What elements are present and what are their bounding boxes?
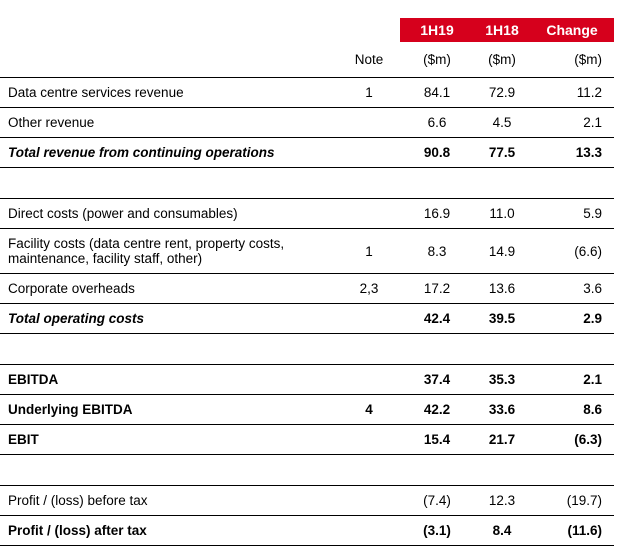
row-change: 3.6 bbox=[530, 273, 614, 304]
row-value-1h19: 8.3 bbox=[400, 228, 474, 274]
row-change: 5.9 bbox=[530, 198, 614, 229]
total-row: Total revenue from continuing operations… bbox=[0, 137, 614, 168]
total-row: Total operating costs 42.4 39.5 2.9 bbox=[0, 303, 614, 334]
row-note bbox=[338, 424, 400, 455]
row-value-1h18: 8.4 bbox=[474, 515, 530, 546]
row-change: (19.7) bbox=[530, 485, 614, 516]
unit-period2: ($m) bbox=[474, 42, 530, 78]
table-row: EBIT 15.4 21.7 (6.3) bbox=[0, 424, 614, 455]
row-value-1h18: 72.9 bbox=[474, 77, 530, 108]
row-value-1h19: 15.4 bbox=[400, 424, 474, 455]
unit-blank bbox=[0, 42, 338, 78]
row-change: (11.6) bbox=[530, 515, 614, 546]
row-label: Corporate overheads bbox=[0, 273, 338, 304]
change-header: Change bbox=[530, 18, 614, 42]
spacer-row bbox=[0, 454, 614, 486]
row-value-1h19: (7.4) bbox=[400, 485, 474, 516]
row-value-1h18: 4.5 bbox=[474, 107, 530, 138]
row-label: EBITDA bbox=[0, 364, 338, 395]
row-label: Profit / (loss) before tax bbox=[0, 485, 338, 516]
row-note bbox=[338, 198, 400, 229]
table-row: Direct costs (power and consumables) 16.… bbox=[0, 198, 614, 229]
note-header: Note bbox=[338, 42, 400, 78]
row-value-1h19: 6.6 bbox=[400, 107, 474, 138]
row-value-1h18: 33.6 bbox=[474, 394, 530, 425]
row-change: 2.9 bbox=[530, 303, 614, 334]
row-change: 2.1 bbox=[530, 364, 614, 395]
row-note bbox=[338, 364, 400, 395]
row-label: Underlying EBITDA bbox=[0, 394, 338, 425]
financial-table: 1H19 1H18 Change Note ($m) ($m) ($m) Dat… bbox=[0, 18, 614, 546]
row-value-1h19: 84.1 bbox=[400, 77, 474, 108]
row-value-1h19: 17.2 bbox=[400, 273, 474, 304]
header-blank-note bbox=[338, 18, 400, 42]
row-note bbox=[338, 515, 400, 546]
unit-change: ($m) bbox=[530, 42, 614, 78]
unit-row: Note ($m) ($m) ($m) bbox=[0, 42, 614, 78]
row-note: 1 bbox=[338, 228, 400, 274]
row-value-1h19: 42.2 bbox=[400, 394, 474, 425]
table-row: Data centre services revenue 1 84.1 72.9… bbox=[0, 77, 614, 108]
header-row: 1H19 1H18 Change bbox=[0, 18, 614, 42]
row-label: Profit / (loss) after tax bbox=[0, 515, 338, 546]
row-value-1h18: 21.7 bbox=[474, 424, 530, 455]
row-label: EBIT bbox=[0, 424, 338, 455]
row-note bbox=[338, 107, 400, 138]
row-change: 13.3 bbox=[530, 137, 614, 168]
row-label: Total operating costs bbox=[0, 303, 338, 334]
spacer-row bbox=[0, 167, 614, 199]
table-row: Underlying EBITDA 4 42.2 33.6 8.6 bbox=[0, 394, 614, 425]
row-value-1h18: 13.6 bbox=[474, 273, 530, 304]
row-change: (6.6) bbox=[530, 228, 614, 274]
row-change: 8.6 bbox=[530, 394, 614, 425]
row-note bbox=[338, 485, 400, 516]
row-value-1h19: 42.4 bbox=[400, 303, 474, 334]
table-row: Profit / (loss) before tax (7.4) 12.3 (1… bbox=[0, 485, 614, 516]
row-value-1h18: 39.5 bbox=[474, 303, 530, 334]
period1-header: 1H19 bbox=[400, 18, 474, 42]
table-row: EBITDA 37.4 35.3 2.1 bbox=[0, 364, 614, 395]
row-value-1h18: 77.5 bbox=[474, 137, 530, 168]
unit-period1: ($m) bbox=[400, 42, 474, 78]
row-label: Other revenue bbox=[0, 107, 338, 138]
table-row: Profit / (loss) after tax (3.1) 8.4 (11.… bbox=[0, 515, 614, 546]
spacer-row bbox=[0, 333, 614, 365]
row-change: (6.3) bbox=[530, 424, 614, 455]
period2-header: 1H18 bbox=[474, 18, 530, 42]
row-value-1h18: 12.3 bbox=[474, 485, 530, 516]
table-row: Other revenue 6.6 4.5 2.1 bbox=[0, 107, 614, 138]
row-value-1h19: 16.9 bbox=[400, 198, 474, 229]
row-label: Facility costs (data centre rent, proper… bbox=[0, 228, 338, 274]
row-label: Data centre services revenue bbox=[0, 77, 338, 108]
row-value-1h19: 90.8 bbox=[400, 137, 474, 168]
row-note bbox=[338, 137, 400, 168]
row-value-1h19: (3.1) bbox=[400, 515, 474, 546]
row-value-1h19: 37.4 bbox=[400, 364, 474, 395]
header-blank bbox=[0, 18, 338, 42]
row-change: 11.2 bbox=[530, 77, 614, 108]
row-label: Total revenue from continuing operations bbox=[0, 137, 338, 168]
table-row: Facility costs (data centre rent, proper… bbox=[0, 228, 614, 274]
row-value-1h18: 14.9 bbox=[474, 228, 530, 274]
row-note: 2,3 bbox=[338, 273, 400, 304]
table-row: Corporate overheads 2,3 17.2 13.6 3.6 bbox=[0, 273, 614, 304]
row-value-1h18: 35.3 bbox=[474, 364, 530, 395]
row-value-1h18: 11.0 bbox=[474, 198, 530, 229]
row-note: 4 bbox=[338, 394, 400, 425]
row-change: 2.1 bbox=[530, 107, 614, 138]
row-note bbox=[338, 303, 400, 334]
row-note: 1 bbox=[338, 77, 400, 108]
row-label: Direct costs (power and consumables) bbox=[0, 198, 338, 229]
